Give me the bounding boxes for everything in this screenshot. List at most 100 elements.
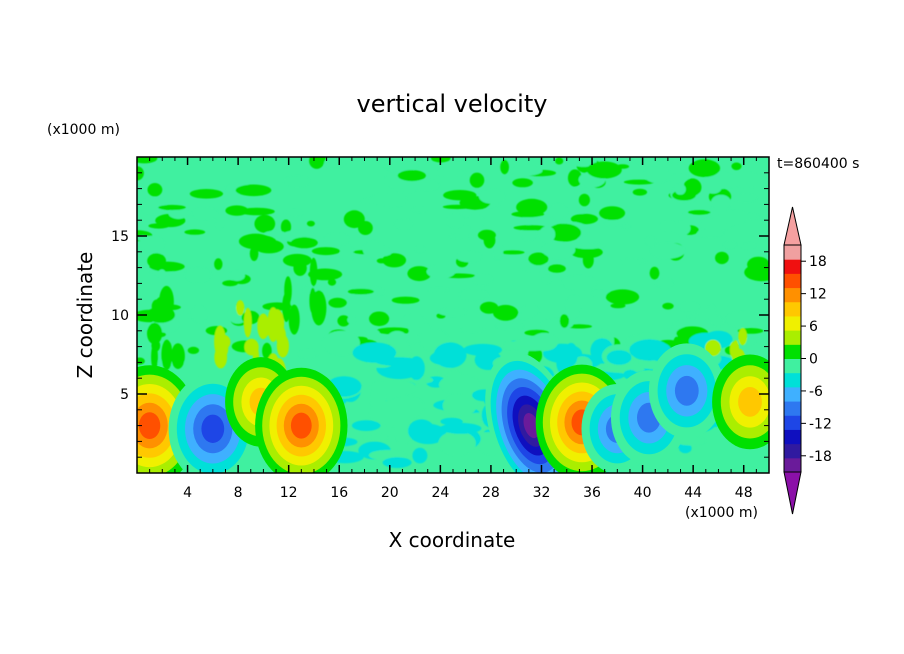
contour-patch xyxy=(660,221,678,231)
contour-patch xyxy=(137,157,158,164)
contour-patch xyxy=(236,300,245,316)
contour-patch xyxy=(158,204,186,211)
contour-patch xyxy=(148,223,170,229)
contour-field xyxy=(137,157,769,473)
contour-patch xyxy=(705,339,721,357)
contour-patch xyxy=(138,197,167,215)
contour-patch xyxy=(438,308,468,317)
contour-patch xyxy=(324,233,350,246)
colorbar-tick-label: -6 xyxy=(809,384,823,400)
contour-patch xyxy=(297,349,318,359)
contour-patch xyxy=(427,287,450,292)
contour-patch xyxy=(137,357,145,365)
contour-level xyxy=(201,414,225,443)
colorbar-swatch xyxy=(784,386,801,402)
contour-patch xyxy=(605,289,640,305)
contour-patch xyxy=(674,183,686,195)
contour-patch xyxy=(184,229,206,235)
contour-patch xyxy=(542,275,552,284)
contour-patch xyxy=(555,157,564,165)
contour-patch xyxy=(426,264,456,279)
contour-patch xyxy=(528,252,549,266)
contour-patch xyxy=(376,258,387,264)
contour-patch xyxy=(343,210,365,229)
x-tick-label: 48 xyxy=(735,485,753,501)
contour-patch xyxy=(711,315,724,327)
contour-patch xyxy=(309,287,317,314)
contour-patch xyxy=(412,447,428,464)
contour-patch xyxy=(149,261,185,272)
contour-patch xyxy=(456,251,483,263)
contour-patch xyxy=(447,370,463,388)
contour-patch xyxy=(650,242,686,259)
contour-patch xyxy=(681,211,693,225)
contour-patch xyxy=(459,328,486,333)
contour-patch xyxy=(408,356,425,381)
contour-patch xyxy=(469,172,485,188)
contour-patch xyxy=(448,234,476,239)
contour-patch xyxy=(235,184,272,197)
contour-patch xyxy=(382,253,407,268)
contour-patch xyxy=(495,322,525,330)
contour-patch xyxy=(570,213,599,225)
x-tick-label: 28 xyxy=(482,485,500,501)
x-axis-label: X coordinate xyxy=(389,528,516,552)
colorbar-extend-high xyxy=(783,206,802,246)
contour-patch xyxy=(547,223,582,242)
contour-patch xyxy=(562,275,598,291)
colorbar-swatch xyxy=(784,443,801,459)
colorbar-swatch xyxy=(784,259,801,274)
y-axis: 5 10 15 xyxy=(111,172,769,458)
contour-patch xyxy=(446,213,466,228)
contour-patch xyxy=(673,320,686,327)
contour-patch xyxy=(548,264,566,273)
contour-patch xyxy=(401,314,426,329)
contour-patch xyxy=(602,366,645,373)
contour-patch xyxy=(284,209,304,217)
contour-patch xyxy=(408,327,417,345)
contour-patch xyxy=(741,242,757,250)
y-tick-label: 5 xyxy=(120,387,129,403)
contour-patch xyxy=(747,256,769,273)
colorbar-extend-low xyxy=(783,471,802,515)
contour-patch xyxy=(306,220,315,227)
contour-patch xyxy=(383,157,418,173)
contour-patch xyxy=(696,228,724,238)
colorbar-swatch xyxy=(784,273,801,289)
contour-patch xyxy=(155,296,172,310)
colorbar-swatch xyxy=(784,287,801,303)
colorbar-tick-label: 18 xyxy=(809,254,827,270)
contour-patch xyxy=(575,209,587,214)
contour-patch xyxy=(370,192,398,206)
contour-patch xyxy=(413,179,440,191)
contour-patch xyxy=(214,325,226,358)
contour-patch xyxy=(662,302,674,310)
colorbar-swatch xyxy=(784,415,801,430)
contour-patch xyxy=(442,394,477,417)
contour-patch xyxy=(472,273,493,286)
x-axis: 4 8 12 16 20 24 28 32 36 40 44 48 xyxy=(149,157,757,501)
contour-patch xyxy=(570,246,603,259)
contour-patch xyxy=(352,342,397,363)
contour-patch xyxy=(214,258,223,270)
contour-patch xyxy=(328,297,347,308)
contour-patch xyxy=(731,162,742,171)
x-tick-label: 4 xyxy=(183,485,192,501)
contour-patch xyxy=(215,212,225,230)
contour-patch xyxy=(337,315,350,327)
convective-cell xyxy=(255,367,348,473)
contour-patch xyxy=(293,260,307,276)
contour-patch xyxy=(249,246,259,261)
x-tick-label: 12 xyxy=(280,485,298,501)
contour-patch xyxy=(559,314,570,328)
contour-patch xyxy=(632,188,648,196)
convective-cell xyxy=(712,354,769,450)
contour-patch xyxy=(147,183,163,197)
contour-patch xyxy=(717,210,749,225)
contour-patch xyxy=(604,218,618,227)
contour-patch xyxy=(358,221,373,235)
contour-patch xyxy=(347,288,374,295)
contour-level xyxy=(674,375,699,406)
colorbar-swatch xyxy=(784,301,801,317)
